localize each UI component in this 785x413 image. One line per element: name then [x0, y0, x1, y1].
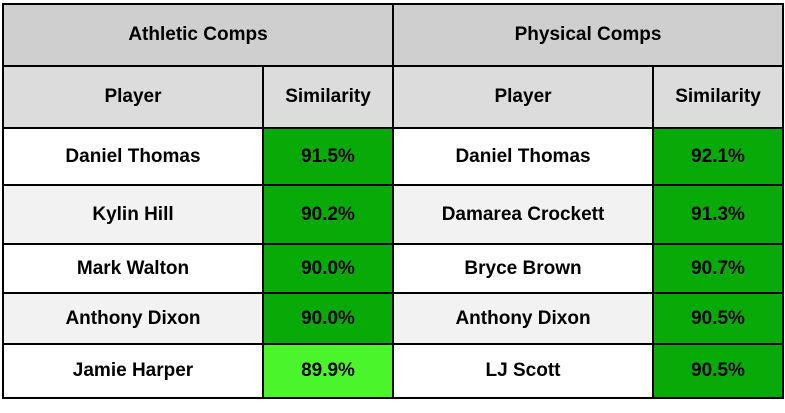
athletic-player-cell: Mark Walton — [2, 243, 264, 294]
athletic-similarity-cell: 91.5% — [261, 127, 395, 186]
physical-similarity-column-header: Similarity — [652, 65, 785, 129]
athletic-player-cell: Jamie Harper — [2, 343, 264, 399]
physical-similarity-cell: 90.5% — [652, 343, 785, 399]
comps-table: Athletic Comps Physical Comps Player Sim… — [1, 3, 785, 399]
athletic-player-cell: Kylin Hill — [2, 184, 264, 245]
athletic-comps-header: Athletic Comps — [1, 3, 395, 67]
athletic-similarity-cell: 89.9% — [261, 343, 395, 399]
group-header-row: Athletic Comps Physical Comps — [1, 3, 785, 67]
athletic-similarity-column-header: Similarity — [261, 65, 395, 129]
athletic-similarity-cell: 90.2% — [261, 184, 395, 245]
athletic-player-cell: Anthony Dixon — [2, 292, 264, 345]
physical-comps-header: Physical Comps — [392, 3, 785, 67]
physical-similarity-cell: 92.1% — [652, 127, 785, 186]
physical-player-column-header: Player — [392, 65, 655, 129]
physical-similarity-cell: 90.5% — [652, 292, 785, 345]
physical-player-cell: Damarea Crockett — [392, 184, 655, 245]
athletic-player-column-header: Player — [2, 65, 264, 129]
table-row: Daniel Thomas 91.5% Daniel Thomas 92.1% — [2, 127, 785, 186]
physical-player-cell: Anthony Dixon — [392, 292, 655, 345]
physical-player-cell: LJ Scott — [392, 343, 655, 399]
athletic-similarity-cell: 90.0% — [261, 292, 395, 345]
physical-player-cell: Bryce Brown — [392, 243, 655, 294]
column-header-row: Player Similarity Player Similarity — [2, 65, 785, 129]
athletic-similarity-cell: 90.0% — [261, 243, 395, 294]
athletic-player-cell: Daniel Thomas — [2, 127, 264, 186]
table-row: Mark Walton 90.0% Bryce Brown 90.7% — [2, 243, 785, 294]
physical-similarity-cell: 90.7% — [652, 243, 785, 294]
physical-similarity-cell: 91.3% — [652, 184, 785, 245]
table-row: Jamie Harper 89.9% LJ Scott 90.5% — [2, 343, 785, 399]
physical-player-cell: Daniel Thomas — [392, 127, 655, 186]
table-row: Kylin Hill 90.2% Damarea Crockett 91.3% — [2, 184, 785, 245]
table-row: Anthony Dixon 90.0% Anthony Dixon 90.5% — [2, 292, 785, 345]
